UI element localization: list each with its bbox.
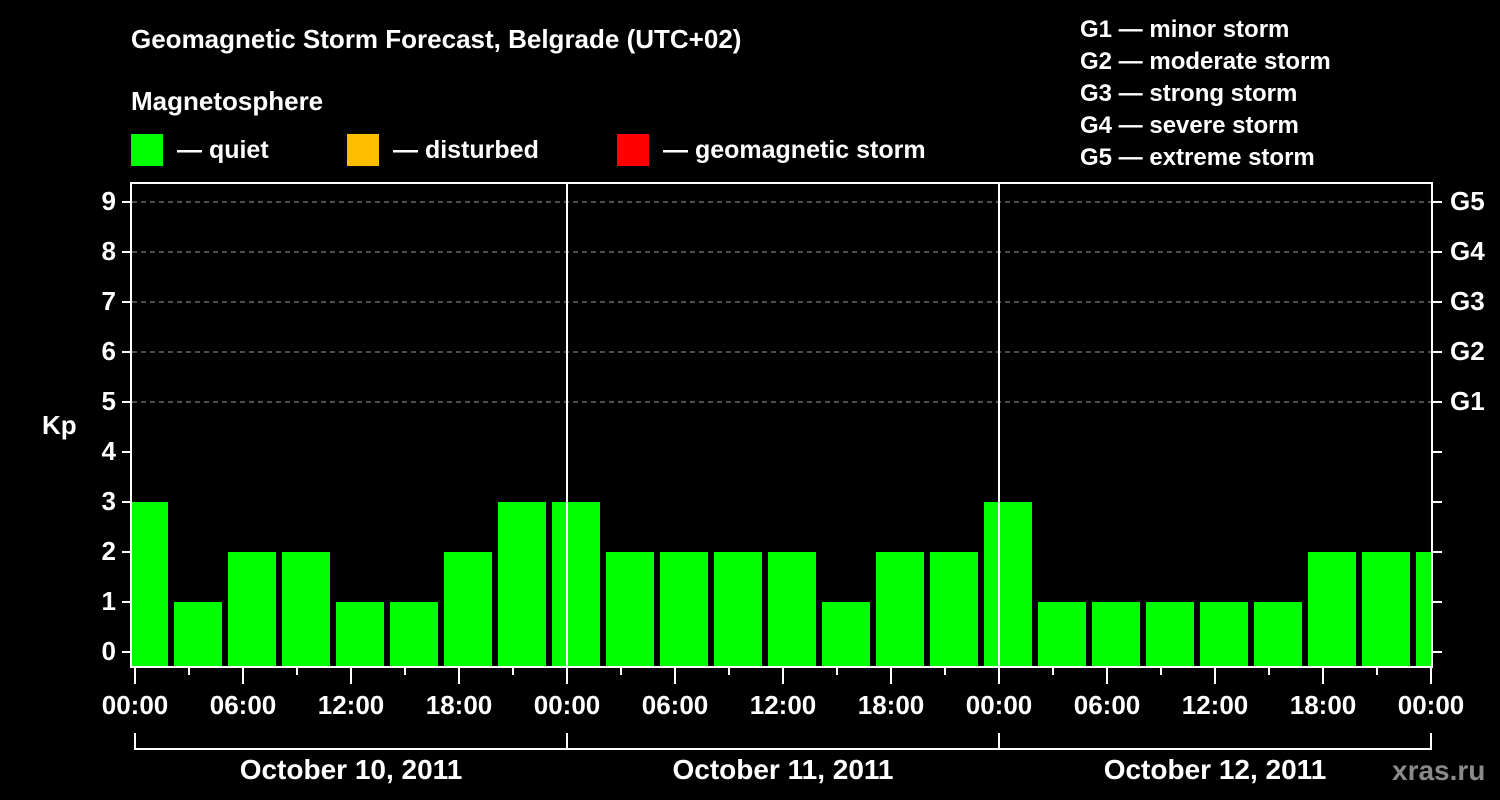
kp-bar: [444, 552, 492, 667]
kp-bar: [984, 502, 1032, 667]
kp-bar: [132, 502, 168, 667]
y-tick-label: 8: [101, 236, 116, 266]
legend-disturbed-label: — disturbed: [393, 135, 539, 164]
y-tick-label: 5: [101, 386, 116, 416]
kp-bar: [390, 602, 438, 667]
kp-bar: [1038, 602, 1086, 667]
disturbed-swatch: [347, 134, 379, 166]
legend-disturbed: — disturbed: [347, 134, 539, 166]
grid-lines: [132, 201, 1431, 403]
g5-desc: G5 — extreme storm: [1080, 144, 1315, 171]
x-tick-label: 00:00: [533, 690, 601, 720]
x-tick-label: 00:00: [101, 690, 169, 720]
legend-storm: — geomagnetic storm: [617, 134, 926, 166]
y-tick-label: 2: [101, 536, 116, 566]
g-scale-tick-label: G5: [1450, 186, 1485, 216]
kp-bar: [768, 552, 816, 667]
x-tick-label: 00:00: [1397, 690, 1465, 720]
legend-quiet-label: — quiet: [177, 135, 269, 164]
g-scale-tick-label: G2: [1450, 336, 1485, 366]
y-axis-label: Kp: [42, 410, 77, 440]
kp-bar: [1146, 602, 1194, 667]
kp-bar: [876, 552, 924, 667]
watermark: xras.ru: [1392, 755, 1486, 786]
x-tick-label: 00:00: [965, 690, 1033, 720]
chart-title: Geomagnetic Storm Forecast, Belgrade (UT…: [131, 24, 742, 54]
g-scale-tick-label: G3: [1450, 286, 1485, 316]
kp-bar: [228, 552, 276, 667]
kp-bar: [606, 552, 654, 667]
kp-bar: [1362, 552, 1410, 667]
kp-bar: [1254, 602, 1302, 667]
y-tick-label: 1: [101, 586, 116, 616]
storm-scale-legend: G1 — minor storm G2 — moderate storm G3 …: [1080, 14, 1331, 174]
x-tick-label: 06:00: [1073, 690, 1141, 720]
axes: [122, 182, 1442, 750]
x-tick-label: 12:00: [317, 690, 385, 720]
x-tick-label: 06:00: [209, 690, 277, 720]
x-tick-label: 12:00: [1181, 690, 1249, 720]
g4-desc: G4 — severe storm: [1080, 112, 1299, 139]
y-tick-label: 0: [101, 636, 116, 666]
storm-swatch: [617, 134, 649, 166]
g2-desc: G2 — moderate storm: [1080, 48, 1331, 75]
day-label: October 12, 2011: [1103, 754, 1327, 785]
legend-storm-label: — geomagnetic storm: [663, 135, 926, 164]
x-tick-label: 12:00: [749, 690, 817, 720]
day-label: October 10, 2011: [239, 754, 463, 785]
g1-desc: G1 — minor storm: [1080, 16, 1290, 43]
kp-bar: [174, 602, 222, 667]
kp-bar: [660, 552, 708, 667]
chart-subtitle: Magnetosphere: [131, 86, 324, 116]
y-tick-label: 6: [101, 336, 116, 366]
y-tick-label: 7: [101, 286, 116, 316]
bars: [132, 502, 1432, 667]
x-tick-label: 06:00: [641, 690, 709, 720]
g3-desc: G3 — strong storm: [1080, 80, 1298, 107]
g-scale-tick-label: G1: [1450, 386, 1485, 416]
kp-bar: [930, 552, 978, 667]
kp-bar: [1092, 602, 1140, 667]
x-tick-label: 18:00: [857, 690, 925, 720]
y-tick-label: 4: [101, 436, 116, 466]
day-label: October 11, 2011: [672, 754, 894, 785]
legend-quiet: — quiet: [131, 134, 269, 166]
y-tick-label: 9: [101, 186, 116, 216]
g-scale-tick-label: G4: [1450, 236, 1485, 266]
kp-bar: [552, 502, 600, 667]
kp-bar: [1308, 552, 1356, 667]
kp-bar: [498, 502, 546, 667]
y-tick-label: 3: [101, 486, 116, 516]
kp-bar: [1416, 552, 1432, 667]
kp-bar: [336, 602, 384, 667]
quiet-swatch: [131, 134, 163, 166]
kp-bar: [714, 552, 762, 667]
kp-bar: [282, 552, 330, 667]
x-tick-label: 18:00: [1289, 690, 1357, 720]
kp-bar: [822, 602, 870, 667]
kp-bar: [1200, 602, 1248, 667]
x-tick-label: 18:00: [425, 690, 493, 720]
